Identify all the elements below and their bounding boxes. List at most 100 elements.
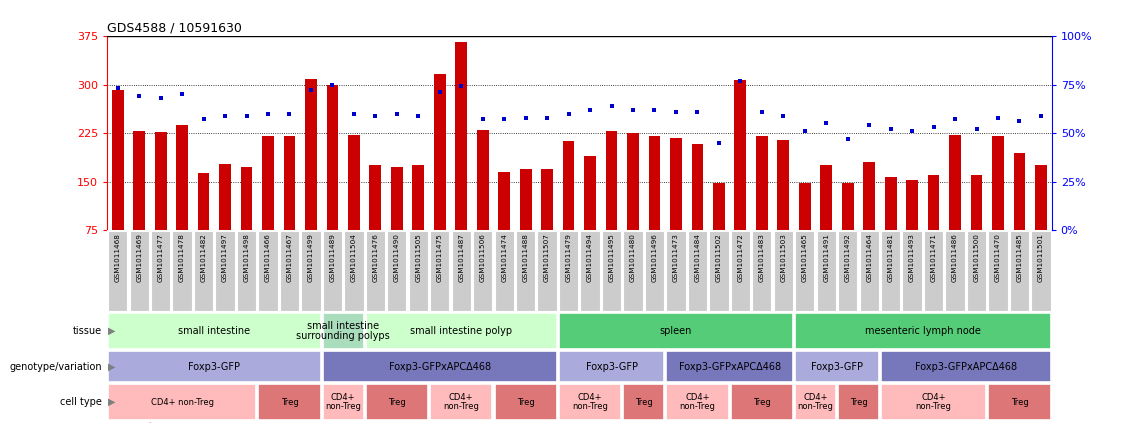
Text: ▶: ▶ [108,326,115,336]
Text: GSM1011471: GSM1011471 [930,233,937,282]
Bar [821,165,832,230]
Bar [756,136,768,230]
Bar [777,140,789,230]
Text: GDS4588 / 10591630: GDS4588 / 10591630 [107,22,242,35]
FancyBboxPatch shape [494,385,556,420]
Text: Treg: Treg [280,398,298,407]
Bar [971,175,983,230]
Bar [798,183,811,230]
Text: GSM1011505: GSM1011505 [415,233,421,282]
FancyBboxPatch shape [258,385,321,420]
FancyBboxPatch shape [129,231,149,311]
Text: GSM1011489: GSM1011489 [330,233,336,282]
Text: Foxp3-GFPxAPCΔ468: Foxp3-GFPxAPCΔ468 [679,362,780,371]
FancyBboxPatch shape [452,231,471,311]
Bar [476,130,489,230]
FancyBboxPatch shape [516,231,535,311]
Bar [713,183,725,230]
FancyBboxPatch shape [558,313,793,349]
Text: Foxp3-GFPxAPCΔ468: Foxp3-GFPxAPCΔ468 [914,362,1017,371]
Bar [305,80,316,230]
FancyBboxPatch shape [924,231,944,311]
FancyBboxPatch shape [624,385,664,420]
Text: GSM1011492: GSM1011492 [844,233,851,282]
Bar [434,74,446,230]
Bar [198,173,209,230]
FancyBboxPatch shape [795,351,879,382]
FancyBboxPatch shape [709,231,729,311]
Text: GSM1011465: GSM1011465 [802,233,807,282]
Bar [670,137,682,230]
Text: small intestine polyp: small intestine polyp [410,326,512,336]
Text: small intestine
surrounding polyps: small intestine surrounding polyps [296,321,390,341]
Text: GSM1011494: GSM1011494 [587,233,593,282]
FancyBboxPatch shape [409,231,428,311]
FancyBboxPatch shape [645,231,664,311]
FancyBboxPatch shape [795,231,814,311]
Bar [499,172,510,230]
Bar [1013,153,1026,230]
Text: Treg: Treg [388,398,405,407]
Text: GSM1011507: GSM1011507 [544,233,551,282]
Text: GSM1011485: GSM1011485 [1017,233,1022,282]
Text: spleen: spleen [660,326,692,336]
Text: CD4+
non-Treg: CD4+ non-Treg [679,393,715,412]
Text: GSM1011488: GSM1011488 [522,233,528,282]
FancyBboxPatch shape [838,385,879,420]
Text: CD4+ non-Treg: CD4+ non-Treg [151,398,214,407]
Bar [455,42,467,230]
FancyBboxPatch shape [345,231,364,311]
Bar [542,169,553,230]
Bar [627,133,638,230]
Text: GSM1011472: GSM1011472 [738,233,743,282]
Text: Foxp3-GFPxAPCΔ468: Foxp3-GFPxAPCΔ468 [388,362,491,371]
FancyBboxPatch shape [602,231,622,311]
Bar [885,177,896,230]
FancyBboxPatch shape [215,231,234,311]
Bar [262,136,274,230]
FancyBboxPatch shape [795,313,1051,349]
Text: GSM1011473: GSM1011473 [673,233,679,282]
FancyBboxPatch shape [537,231,556,311]
FancyBboxPatch shape [430,231,449,311]
Bar [284,136,295,230]
Text: Treg: Treg [1011,398,1028,407]
FancyBboxPatch shape [816,231,835,311]
FancyBboxPatch shape [881,351,1051,382]
Text: GSM1011496: GSM1011496 [652,233,658,282]
FancyBboxPatch shape [494,231,513,311]
FancyBboxPatch shape [731,385,793,420]
Text: GSM1011478: GSM1011478 [179,233,185,282]
Text: ■  count: ■ count [107,422,153,423]
FancyBboxPatch shape [752,231,771,311]
FancyBboxPatch shape [946,231,965,311]
Text: GSM1011477: GSM1011477 [158,233,163,282]
Bar [176,125,188,230]
Bar [348,135,360,230]
Text: CD4+
non-Treg: CD4+ non-Treg [325,393,361,412]
Bar [992,136,1004,230]
Bar [563,141,574,230]
Text: GSM1011466: GSM1011466 [265,233,271,282]
Text: GSM1011499: GSM1011499 [307,233,314,282]
Bar [949,135,960,230]
Text: GSM1011480: GSM1011480 [631,233,636,282]
Text: genotype/variation: genotype/variation [10,362,102,371]
Bar [154,132,167,230]
Text: GSM1011502: GSM1011502 [716,233,722,282]
Bar [391,168,403,230]
Text: Treg: Treg [517,398,535,407]
FancyBboxPatch shape [774,231,793,311]
Bar [691,144,704,230]
FancyBboxPatch shape [881,231,901,311]
FancyBboxPatch shape [108,385,257,420]
Text: GSM1011490: GSM1011490 [394,233,400,282]
FancyBboxPatch shape [366,385,428,420]
Text: small intestine: small intestine [178,326,250,336]
FancyBboxPatch shape [838,231,857,311]
FancyBboxPatch shape [108,231,127,311]
Bar [111,90,124,230]
Text: GSM1011486: GSM1011486 [953,233,958,282]
Bar [649,136,660,230]
Text: GSM1011498: GSM1011498 [243,233,250,282]
